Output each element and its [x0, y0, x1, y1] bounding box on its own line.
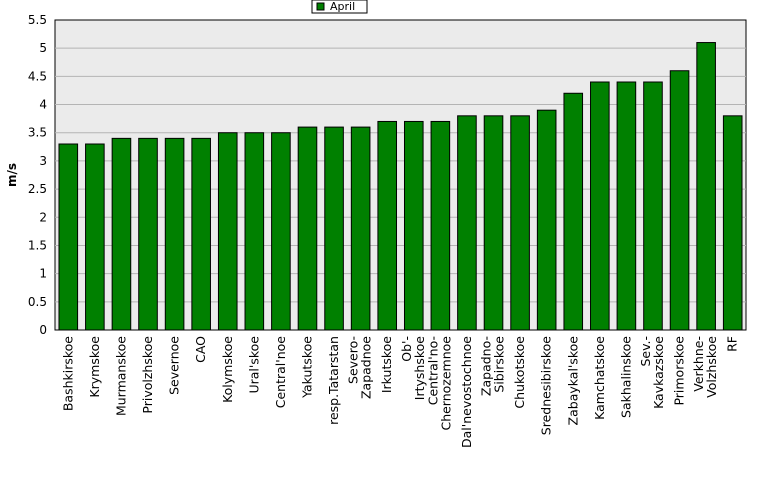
x-category-label: Sibirskoe [492, 336, 507, 393]
x-category-label: Central'no- [425, 336, 440, 405]
y-tick-label: 0.5 [28, 295, 47, 309]
x-category-label: Verkhne- [691, 336, 706, 392]
x-category-label: Severo- [346, 336, 361, 384]
bar [483, 115, 504, 331]
x-category-label: Dal'nevostochnoe [459, 336, 474, 448]
x-category-label: Central'noe [273, 336, 288, 409]
bar [510, 115, 530, 331]
x-category-label: Chernozemnoe [438, 336, 453, 431]
legend-label: April [330, 0, 355, 13]
x-category-label: Krymskoe [87, 336, 102, 398]
bar [590, 81, 610, 331]
x-category-label: Primorskoe [672, 336, 687, 406]
bar [85, 143, 105, 331]
x-category-label: Kavkazskoe [651, 336, 666, 409]
bar [111, 137, 132, 331]
bar [58, 143, 79, 331]
legend-box [311, 0, 368, 14]
bar [191, 137, 211, 331]
bar [271, 132, 291, 331]
bar [217, 132, 238, 331]
plot-area [54, 19, 747, 331]
bar [350, 126, 371, 331]
x-category-label: Bashkirskoe [60, 336, 75, 411]
x-category-label: Ob'- [399, 336, 414, 362]
x-category-label: Kamchatskoe [592, 336, 607, 420]
x-category-label: Irtyshskoe [412, 336, 427, 401]
bar [377, 120, 398, 331]
x-category-label: Murmanskoe [113, 336, 128, 416]
y-tick-label: 5 [39, 41, 47, 55]
bar [430, 120, 451, 331]
x-category-label: Ural'skoe [246, 336, 261, 394]
x-category-label: Zapadno- [479, 336, 494, 396]
x-category-label: Yakutskoe [299, 336, 314, 399]
bar [669, 70, 690, 331]
x-category-label: resp.Tatarstan [326, 336, 341, 425]
y-tick-label: 2 [39, 210, 47, 224]
bar [138, 137, 158, 331]
y-tick-label: 0 [39, 323, 47, 337]
bar [643, 81, 663, 331]
bar [403, 120, 424, 331]
x-category-label: Chukotskoe [512, 336, 527, 409]
y-tick-label: 3 [39, 154, 47, 168]
bar [324, 126, 344, 331]
bar [563, 92, 584, 331]
x-category-label: Severnoe [167, 336, 182, 395]
x-category-label: Zapadnoe [359, 336, 374, 399]
bar [696, 42, 716, 331]
y-axis-ticks: 0 0.5 1 1.5 2 2.5 3 3.5 4 4.5 5 5.5 [28, 13, 47, 337]
y-tick-label: 1.5 [28, 238, 47, 252]
bar [244, 132, 265, 331]
x-category-label: Privolzhskoe [140, 336, 155, 414]
y-tick-label: 1 [39, 267, 47, 281]
x-category-label: CAO [193, 336, 208, 363]
y-tick-label: 4 [39, 98, 47, 112]
x-category-label: Srednesibirskoe [539, 336, 554, 436]
x-category-label: Zabaykal'skoe [565, 336, 580, 426]
bar [536, 109, 557, 331]
x-category-label: Sakhalinskoe [618, 336, 633, 418]
legend: April [311, 0, 368, 14]
x-category-label: Sev.- [638, 336, 653, 367]
bar [616, 81, 637, 331]
y-tick-label: 4.5 [28, 69, 47, 83]
bars [58, 42, 743, 331]
legend-swatch [316, 2, 325, 11]
y-axis-label: m/s [5, 163, 19, 187]
bar [297, 126, 318, 331]
x-category-label: RF [725, 336, 740, 352]
x-category-label: Volzhskoe [704, 336, 719, 398]
x-category-label: Kolymskoe [220, 336, 235, 403]
bar [722, 115, 743, 331]
y-tick-label: 2.5 [28, 182, 47, 196]
bar [457, 115, 477, 331]
y-tick-label: 5.5 [28, 13, 47, 27]
bar [164, 137, 185, 331]
y-tick-label: 3.5 [28, 126, 47, 140]
x-axis-labels: Bashkirskoe Krymskoe Murmanskoe Privolzhsko… [60, 336, 739, 448]
x-category-label: Irkutskoe [379, 336, 394, 393]
